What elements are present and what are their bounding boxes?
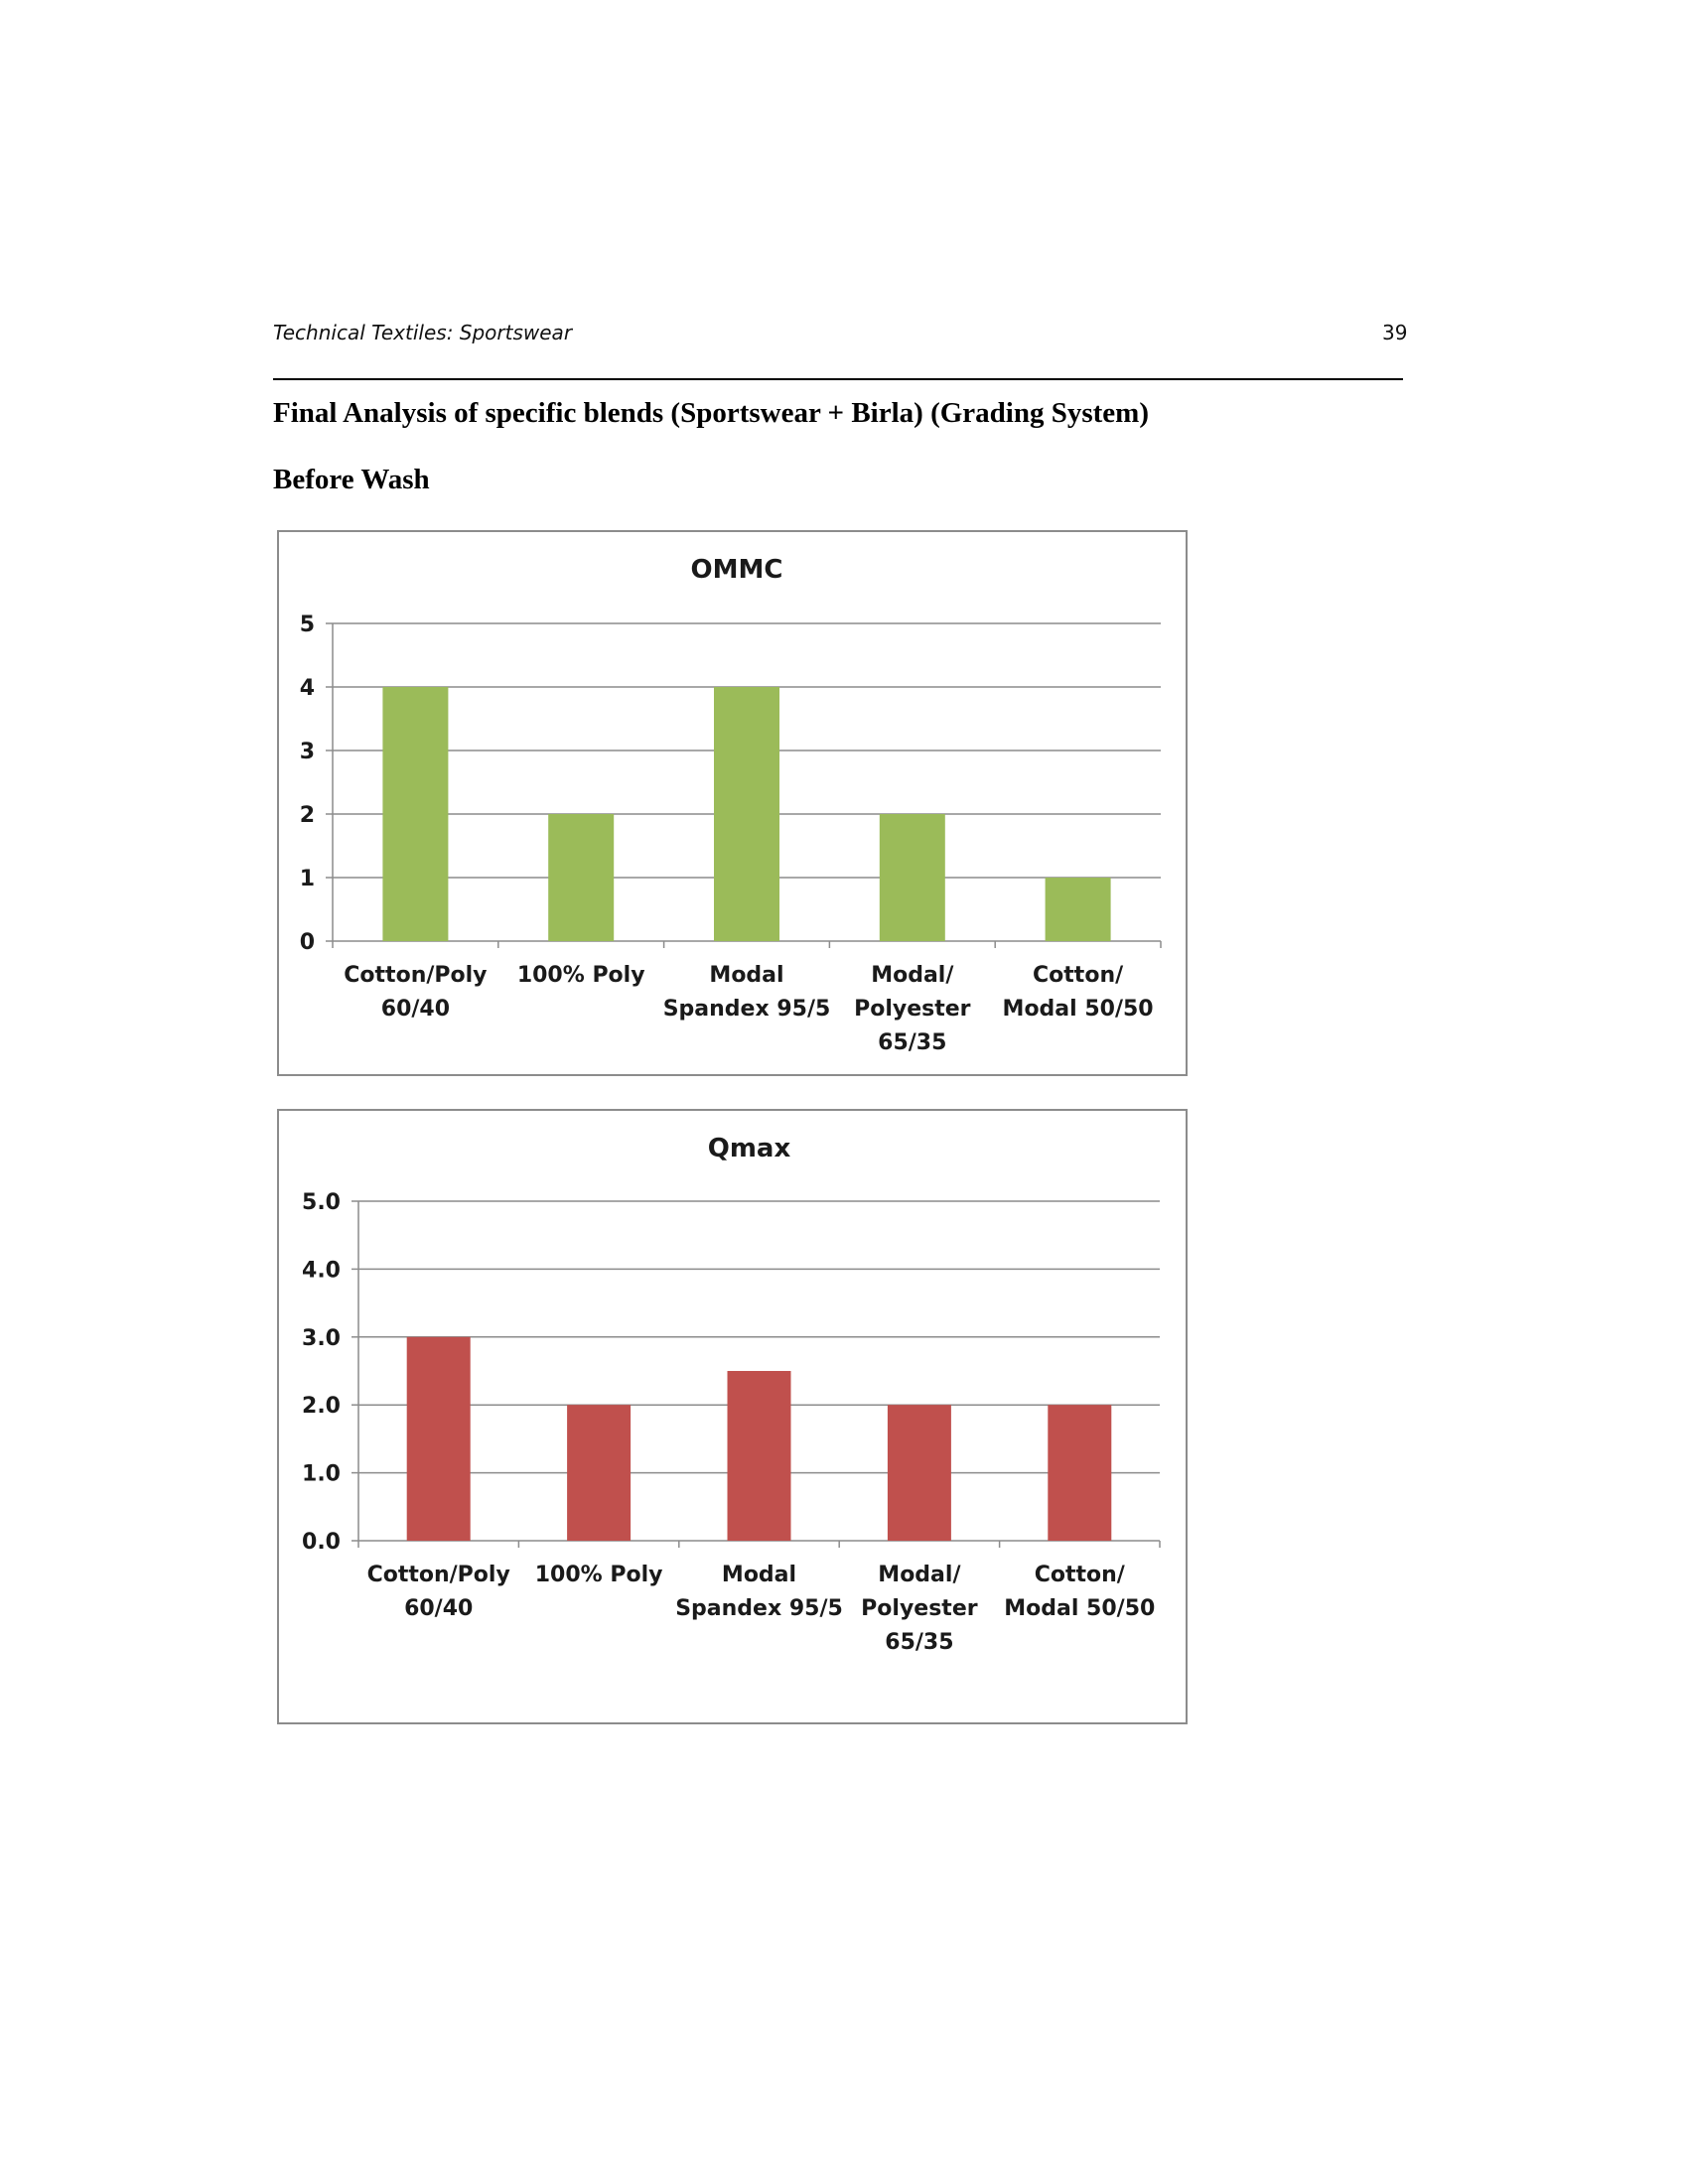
ommc-y-tick-label: 2 xyxy=(300,803,315,828)
ommc-category-label: Modal/Polyester 65/35 xyxy=(854,963,971,1055)
qmax-y-tick-label: 1.0 xyxy=(302,1462,341,1487)
running-header-title: Technical Textiles: Sportswear xyxy=(273,321,573,344)
subsection-heading: Before Wash xyxy=(273,464,430,495)
qmax-category-label: 100% Poly xyxy=(535,1563,663,1587)
page-number: 39 xyxy=(1382,321,1408,344)
ommc-chart-title: OMMC xyxy=(691,555,783,585)
qmax-chart-title: Qmax xyxy=(708,1134,791,1163)
qmax-y-tick-label: 4.0 xyxy=(302,1258,341,1283)
qmax-y-tick-label: 5.0 xyxy=(302,1190,341,1215)
ommc-y-tick-label: 5 xyxy=(300,613,315,637)
qmax-bar xyxy=(406,1336,471,1541)
qmax-bar xyxy=(1048,1405,1112,1541)
qmax-bar xyxy=(567,1405,632,1541)
qmax-chart: Qmax 0.0 1.0 2.0 3.0 4.0 5.0 Cotton/Poly 60/40 10… xyxy=(277,1109,1188,1724)
qmax-bar xyxy=(887,1405,951,1541)
qmax-y-tick-label: 0.0 xyxy=(302,1530,341,1555)
ommc-y-tick-label: 0 xyxy=(300,930,315,955)
qmax-category-label: Modal/Polyester 65/35 xyxy=(861,1563,978,1655)
ommc-y-tick-label: 4 xyxy=(300,676,315,701)
ommc-category-label: Cotton/Poly 60/40 xyxy=(344,963,487,1022)
qmax-y-tick-label: 3.0 xyxy=(302,1326,341,1351)
ommc-chart-svg: OMMC 0 1 2 3 4 5 Cotton/Poly 60/40 100% Poly Modal… xyxy=(300,555,1162,1055)
header-divider xyxy=(273,378,1403,380)
ommc-category-label: Modal Spandex 95/5 xyxy=(663,963,831,1022)
ommc-y-tick-label: 1 xyxy=(300,867,315,891)
ommc-bar xyxy=(382,687,449,941)
qmax-y-tick-label: 2.0 xyxy=(302,1394,341,1419)
ommc-bar xyxy=(879,814,945,941)
qmax-category-label: Cotton/Poly 60/40 xyxy=(367,1563,510,1621)
qmax-chart-svg: Qmax 0.0 1.0 2.0 3.0 4.0 5.0 Cotton/Poly 60/40 10… xyxy=(302,1134,1161,1655)
qmax-category-label: Cotton/Modal 50/50 xyxy=(1004,1563,1155,1621)
ommc-bar xyxy=(548,814,615,941)
qmax-category-label: Modal Spandex 95/5 xyxy=(675,1563,843,1621)
ommc-y-tick-label: 3 xyxy=(300,740,315,764)
ommc-category-label: Cotton/Modal 50/50 xyxy=(1003,963,1154,1022)
ommc-bar xyxy=(1045,878,1111,941)
qmax-bar xyxy=(727,1371,791,1541)
ommc-category-label: 100% Poly xyxy=(517,963,645,988)
section-heading: Final Analysis of specific blends (Sport… xyxy=(273,397,1149,429)
ommc-chart: OMMC 0 1 2 3 4 5 Cotton/Poly 60/40 100% Poly Modal… xyxy=(277,530,1188,1076)
ommc-bar xyxy=(714,687,779,941)
